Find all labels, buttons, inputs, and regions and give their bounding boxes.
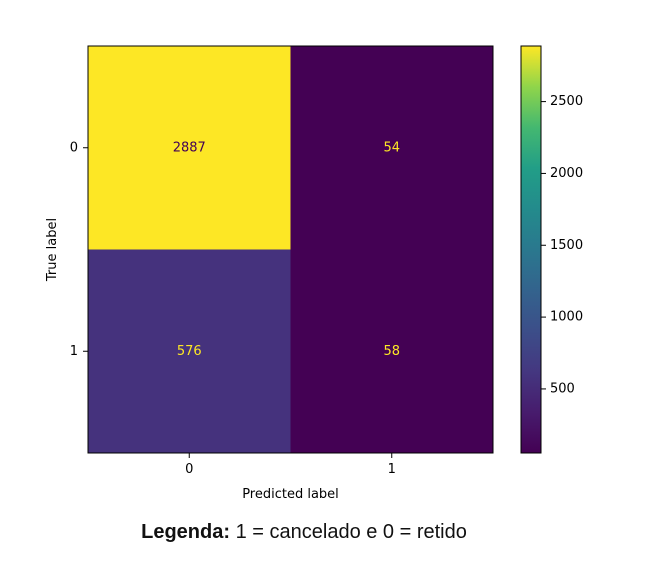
x-tick-label-0: 0: [185, 462, 193, 477]
matrix-cells: [88, 46, 493, 453]
cell-value-r0-c1: 54: [383, 140, 400, 155]
cell-value-r1-c0: 576: [177, 344, 202, 359]
y-tick-label-1: 1: [70, 344, 78, 359]
cell-value-labels: 2887 54 576 58: [173, 140, 400, 359]
colorbar-tick-label-1500: 1500: [550, 238, 583, 253]
y-axis-ticks: 01: [70, 140, 88, 359]
matrix-cell-r0-c1: [290, 46, 493, 250]
colorbar: [520, 45, 542, 454]
cell-value-r0-c0: 2887: [173, 140, 206, 155]
colorbar-tick-label-1000: 1000: [550, 310, 583, 325]
cell-value-r1-c1: 58: [383, 344, 400, 359]
colorbar-tick-label-500: 500: [550, 381, 575, 396]
legend-caption: Legenda: 1 = cancelado e 0 = retido: [0, 521, 608, 544]
legend-caption-label: Legenda:: [141, 521, 231, 543]
legend-caption-text: 1 = cancelado e 0 = retido: [230, 521, 467, 543]
x-tick-label-1: 1: [388, 462, 396, 477]
colorbar-tick-label-2500: 2500: [550, 94, 583, 109]
y-axis-label: True label: [45, 218, 60, 282]
matrix-cell-r1-c0: [88, 249, 291, 453]
colorbar-ticks: 500 1000 1500 2000 2500: [541, 94, 583, 396]
y-tick-label-0: 0: [70, 140, 78, 155]
matrix-cell-r0-c0: [88, 46, 291, 250]
x-axis-label: Predicted label: [242, 487, 339, 502]
matrix-frame: [87, 45, 494, 454]
colorbar-tick-label-2000: 2000: [550, 166, 583, 181]
matrix-cell-r1-c1: [290, 249, 493, 453]
